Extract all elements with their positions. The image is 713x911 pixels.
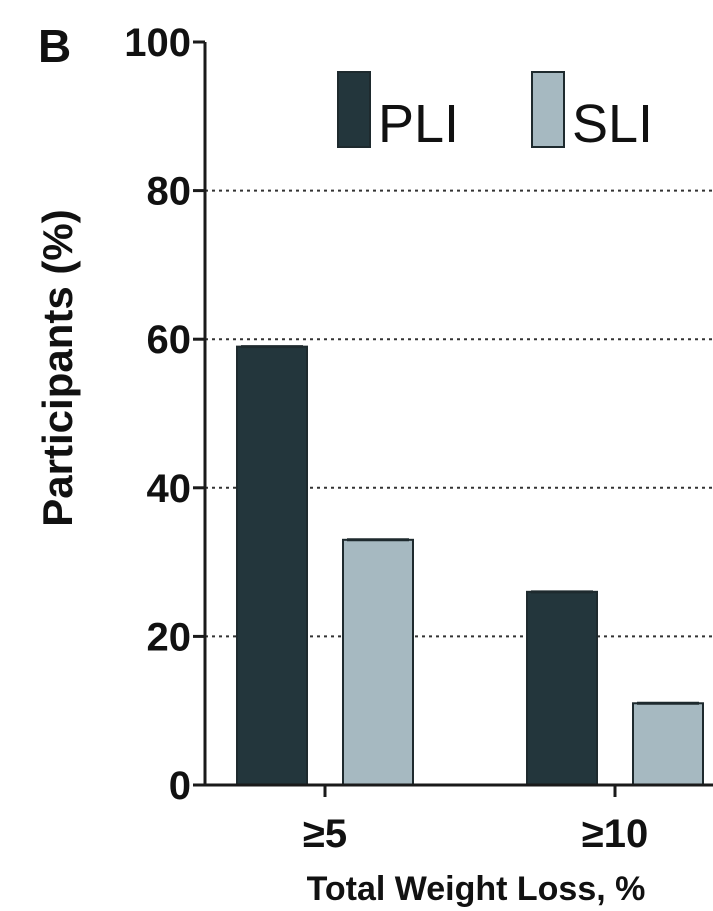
x-category-labels: ≥5 ≥10 — [303, 785, 648, 856]
bars — [236, 345, 704, 787]
legend-label-sli: SLI — [572, 94, 653, 154]
x-category-label-1: ≥10 — [582, 812, 648, 856]
y-tick-label-60: 60 — [147, 318, 192, 362]
y-tick-label-40: 40 — [147, 467, 192, 511]
y-tick-label-0: 0 — [169, 764, 191, 808]
x-category-label-0: ≥5 — [303, 812, 347, 856]
y-tick-label-20: 20 — [147, 615, 192, 659]
panel-letter: B — [38, 20, 71, 72]
legend-swatch-sli — [531, 71, 565, 148]
y-axis-label: Participants (%) — [34, 209, 81, 526]
legend-swatch-pli — [337, 71, 371, 148]
bar-pli-0 — [236, 345, 308, 786]
y-tick-label-100: 100 — [124, 21, 191, 65]
legend: PLI SLI — [337, 71, 653, 154]
y-ticks: 0 20 40 60 80 100 — [124, 21, 205, 808]
bar-sli-0 — [342, 538, 414, 786]
legend-label-pli: PLI — [378, 94, 459, 154]
y-tick-label-80: 80 — [147, 170, 192, 214]
x-axis-label: Total Weight Loss, % — [307, 870, 646, 908]
axes — [203, 42, 713, 787]
bar-sli-1 — [632, 702, 704, 787]
bar-pli-1 — [526, 590, 598, 786]
